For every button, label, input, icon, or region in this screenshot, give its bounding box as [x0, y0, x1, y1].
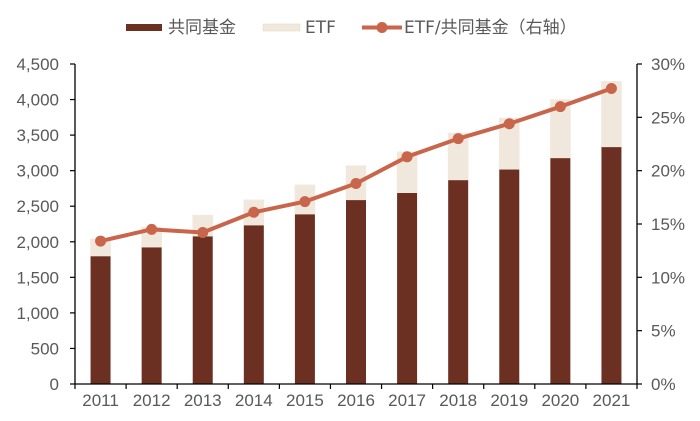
plot-area: 0 500 1,000 1,500 2,000 2,500 3,000 3,500 4,000 4… — [16, 55, 685, 410]
ratio-point-2014 — [248, 206, 260, 218]
bar-group-2015 — [294, 184, 316, 384]
y-tick-label: 4,500 — [16, 55, 59, 74]
bar-mutual-fund-2020 — [550, 157, 571, 384]
y-tick-label: 3,000 — [16, 162, 59, 181]
y2-tick-label: 25% — [651, 108, 685, 127]
ratio-point-2016 — [350, 177, 362, 189]
bar-mutual-fund-2014 — [243, 225, 264, 384]
x-tick-label: 2012 — [133, 391, 171, 410]
bar-mutual-fund-2011 — [90, 256, 111, 384]
bar-group-2012 — [141, 226, 162, 384]
x-tick-label: 2020 — [541, 391, 579, 410]
bar-mutual-fund-2013 — [192, 236, 213, 384]
legend-label-mutual-fund: 共同基金 — [168, 18, 236, 38]
y2-tick-label: 15% — [651, 215, 685, 234]
legend-item-etf: ETF — [262, 18, 336, 38]
bar-group-2013 — [192, 214, 214, 384]
x-tick-label: 2019 — [490, 391, 528, 410]
x-tick-label: 2016 — [337, 391, 375, 410]
bar-mutual-fund-2019 — [499, 169, 520, 384]
y-tick-label: 4,000 — [16, 91, 59, 110]
bar-mutual-fund-2017 — [397, 192, 418, 384]
legend: 共同基金 ETF ETF/共同基金（右轴） — [126, 18, 577, 38]
legend-swatch-etf — [262, 23, 301, 32]
ratio-point-2019 — [503, 118, 515, 130]
bar-group-2014 — [243, 199, 265, 384]
legend-item-mutual-fund: 共同基金 — [126, 18, 236, 38]
x-tick-label: 2015 — [286, 391, 324, 410]
legend-label-etf: ETF — [305, 18, 336, 38]
bar-mutual-fund-2021 — [601, 146, 622, 384]
y-tick-label: 1,500 — [16, 268, 59, 287]
bar-etf-2020 — [550, 99, 571, 159]
bar-mutual-fund-2016 — [346, 199, 366, 384]
bar-mutual-fund-2012 — [141, 247, 162, 384]
x-tick-label: 2013 — [184, 391, 222, 410]
ratio-point-2013 — [197, 227, 209, 239]
ratio-point-2011 — [95, 235, 107, 247]
y2-tick-label: 10% — [651, 268, 685, 287]
bar-etf-2021 — [601, 81, 622, 148]
bar-group-2019 — [498, 117, 520, 384]
bar-group-2021 — [601, 81, 622, 384]
bar-group-2020 — [550, 99, 571, 384]
legend-marker-ratio — [376, 22, 388, 33]
ratio-point-2017 — [401, 151, 413, 163]
bar-mutual-fund-2018 — [448, 179, 469, 384]
y2-tick-label: 5% — [651, 322, 676, 341]
ratio-point-2015 — [299, 196, 311, 208]
legend-label-ratio: ETF/共同基金（右轴） — [404, 18, 577, 38]
y2-tick-label: 20% — [651, 162, 685, 181]
bar-group-2017 — [396, 151, 418, 384]
legend-item-ratio: ETF/共同基金（右轴） — [362, 18, 577, 38]
y-tick-label: 1,000 — [16, 304, 59, 323]
x-tick-label: 2014 — [235, 391, 273, 410]
y-tick-label: 500 — [31, 339, 59, 358]
ratio-point-2012 — [146, 223, 158, 235]
ratio-point-2021 — [605, 83, 617, 95]
ratio-point-2020 — [554, 101, 566, 113]
bar-etf-2018 — [447, 132, 469, 181]
x-tick-label: 2017 — [388, 391, 426, 410]
bar-group-2011 — [90, 238, 111, 384]
y-tick-label: 2,500 — [16, 197, 59, 216]
bar-group-2018 — [447, 132, 469, 384]
bar-group-2016 — [345, 165, 367, 384]
y2-tick-label: 30% — [651, 55, 685, 74]
bar-mutual-fund-2015 — [294, 214, 315, 384]
legend-swatch-mutual-fund — [126, 24, 162, 31]
bar-etf-2019 — [498, 117, 520, 170]
y-tick-label: 3,500 — [16, 126, 59, 145]
x-tick-label: 2018 — [439, 391, 477, 410]
x-tick-label: 2011 — [82, 391, 119, 410]
y2-tick-label: 0% — [651, 375, 676, 394]
y-tick-label: 0 — [50, 375, 59, 394]
y-tick-label: 2,000 — [16, 233, 59, 252]
ratio-point-2018 — [452, 133, 464, 145]
x-tick-label: 2021 — [593, 391, 631, 410]
